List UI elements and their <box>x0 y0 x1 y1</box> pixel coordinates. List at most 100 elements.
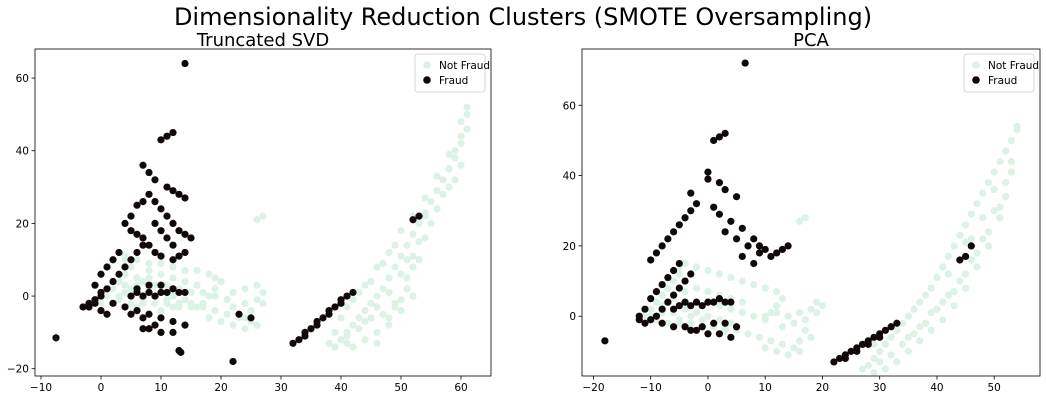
data-point <box>738 298 746 306</box>
data-point <box>904 312 912 320</box>
data-point <box>343 292 351 300</box>
data-point <box>139 241 147 249</box>
data-point <box>881 365 890 373</box>
data-point <box>403 256 411 264</box>
data-point <box>169 128 177 137</box>
data-point <box>211 274 219 282</box>
data-point <box>133 285 141 293</box>
data-point <box>169 285 177 293</box>
data-point <box>169 317 177 326</box>
data-point <box>157 307 165 315</box>
data-point <box>109 277 117 286</box>
data-point <box>337 336 345 344</box>
data-point <box>151 299 159 307</box>
data-point <box>967 242 975 250</box>
data-point <box>750 312 758 320</box>
data-point <box>145 241 153 249</box>
legend-box <box>414 53 486 93</box>
data-point <box>790 319 798 327</box>
data-point <box>658 291 666 299</box>
data-point <box>373 292 381 300</box>
data-point <box>675 284 683 292</box>
x-tick-label: 10 <box>759 382 772 394</box>
data-point <box>681 259 689 268</box>
data-point <box>409 252 417 260</box>
data-point <box>115 270 123 278</box>
data-point <box>205 292 213 300</box>
data-point <box>715 316 724 324</box>
data-point <box>157 328 165 336</box>
data-point <box>741 59 749 67</box>
data-point <box>241 299 249 307</box>
x-tick-label: 0 <box>705 382 712 394</box>
data-point <box>755 242 764 250</box>
data-point <box>121 263 129 271</box>
data-point <box>904 333 912 341</box>
data-point <box>921 319 930 327</box>
legend-marker <box>972 76 980 84</box>
data-point <box>704 266 712 275</box>
data-point <box>681 277 689 285</box>
data-point <box>916 298 924 306</box>
data-point <box>151 219 159 227</box>
data-point <box>692 200 701 208</box>
data-point <box>681 214 689 222</box>
data-point <box>807 305 815 313</box>
data-point <box>157 281 165 289</box>
data-point <box>710 319 718 327</box>
data-point <box>675 316 683 324</box>
data-point <box>773 288 781 296</box>
data-point <box>773 249 781 257</box>
data-point <box>403 241 411 249</box>
data-point <box>163 212 171 220</box>
data-point <box>727 273 735 282</box>
data-point <box>944 252 953 261</box>
legend-box <box>963 53 1035 93</box>
data-point <box>870 340 878 348</box>
data-point <box>738 309 746 317</box>
data-point <box>715 302 724 310</box>
pca-series-not-fraud <box>641 122 1021 376</box>
data-point <box>921 291 930 299</box>
data-point <box>307 325 315 333</box>
data-point <box>893 319 901 327</box>
data-point <box>181 267 189 275</box>
data-point <box>133 201 141 209</box>
data-point <box>652 298 661 306</box>
data-point <box>145 267 153 275</box>
data-point <box>217 317 225 326</box>
data-point <box>241 285 249 293</box>
data-point <box>704 288 712 296</box>
data-point <box>778 245 786 254</box>
data-point <box>349 321 357 329</box>
data-point <box>295 336 303 344</box>
data-point <box>175 190 183 198</box>
data-point <box>916 337 924 345</box>
data-point <box>990 168 998 176</box>
svd-title: Truncated SVD <box>196 30 329 51</box>
data-point <box>755 333 764 341</box>
data-point <box>397 227 405 235</box>
data-point <box>858 340 867 348</box>
data-point <box>692 263 701 271</box>
data-point <box>773 302 781 310</box>
data-point <box>97 270 105 278</box>
data-point <box>847 347 855 355</box>
data-point <box>187 234 195 242</box>
data-point <box>967 235 975 243</box>
data-point <box>721 319 729 327</box>
data-point <box>205 314 213 322</box>
data-point <box>750 259 758 268</box>
data-point <box>457 139 465 148</box>
data-point <box>463 125 471 133</box>
data-point <box>169 219 177 227</box>
data-point <box>169 187 177 195</box>
data-point <box>807 333 815 341</box>
data-point <box>157 136 165 144</box>
data-point <box>967 256 975 264</box>
data-point <box>910 330 918 338</box>
pca-plot: PCA −20 −10 0 10 20 30 40 50 0 20 40 60 Not Fraud Frau… <box>563 30 1041 394</box>
data-point <box>397 270 405 278</box>
data-point <box>761 312 769 320</box>
data-point <box>876 347 884 355</box>
